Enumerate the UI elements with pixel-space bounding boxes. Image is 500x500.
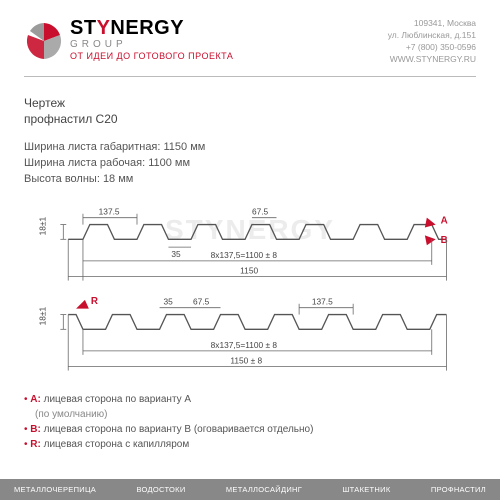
header: STYNERGY GROUP ОТ ИДЕИ ДО ГОТОВОГО ПРОЕК… — [24, 18, 476, 77]
footer-4: ШТАКЕТНИК — [342, 485, 390, 494]
contact-address2: ул. Люблинская, д.151 — [388, 30, 476, 42]
dim-sum-b: 8х137,5=1100 ± 8 — [211, 340, 278, 350]
tagline: ОТ ИДЕИ ДО ГОТОВОГО ПРОЕКТА — [70, 50, 233, 61]
legend-block: A: лицевая сторона по варианту А (по умо… — [24, 392, 476, 452]
brand-group: GROUP — [70, 38, 233, 50]
contact-site: WWW.STYNERGY.RU — [388, 54, 476, 66]
marker-r: R — [91, 296, 98, 307]
footer-1: МЕТАЛЛОЧЕРЕПИЦА — [14, 485, 96, 494]
title-block: Чертеж профнастил С20 — [24, 95, 476, 129]
legend-a: A: лицевая сторона по варианту А — [24, 392, 476, 407]
title-line-2: профнастил С20 — [24, 111, 476, 128]
dim-topw-b: 67.5 — [193, 297, 210, 307]
contact-block: 109341, Москва ул. Люблинская, д.151 +7 … — [388, 18, 476, 66]
diagram-top: 18±1 137.5 67.5 35 A B 8х137,5 — [24, 200, 476, 290]
marker-a: A — [441, 216, 448, 227]
footer-3: МЕТАЛЛОСАЙДИНГ — [226, 485, 302, 494]
footer-5: ПРОФНАСТИЛ — [431, 485, 486, 494]
title-line-1: Чертеж — [24, 95, 476, 112]
dim-botw-b: 35 — [164, 297, 174, 307]
specs-block: Ширина листа габаритная: 1150 мм Ширина … — [24, 140, 476, 188]
dim-botw-a: 35 — [171, 249, 181, 259]
legend-r: R: лицевая сторона с капилляром — [24, 437, 476, 452]
dim-sum-a: 8х137,5=1100 ± 8 — [211, 250, 278, 260]
logo-area: STYNERGY GROUP ОТ ИДЕИ ДО ГОТОВОГО ПРОЕК… — [24, 18, 233, 61]
dim-pitch-b: 137.5 — [312, 297, 333, 307]
dim-total-a: 1150 — [240, 266, 258, 276]
spec-2: Ширина листа рабочая: 1100 мм — [24, 156, 476, 172]
legend-a-sub: (по умолчанию) — [24, 407, 476, 422]
dim-total-b: 1150 ± 8 — [230, 356, 262, 366]
dim-height-a: 18±1 — [38, 216, 48, 235]
footer-2: ВОДОСТОКИ — [136, 485, 185, 494]
spec-1: Ширина листа габаритная: 1150 мм — [24, 140, 476, 156]
dim-topw-a: 67.5 — [252, 207, 269, 217]
brand-name: STYNERGY — [70, 18, 233, 38]
logo-icon — [24, 21, 64, 61]
dim-height-b: 18±1 — [38, 306, 48, 325]
contact-address1: 109341, Москва — [388, 18, 476, 30]
diagram-bottom: 18±1 R 35 67.5 137.5 8х137,5=1100 ± 8 — [24, 290, 476, 380]
footer-bar: МЕТАЛЛОЧЕРЕПИЦА ВОДОСТОКИ МЕТАЛЛОСАЙДИНГ… — [0, 479, 500, 500]
contact-phone: +7 (800) 350-0596 — [388, 42, 476, 54]
spec-3: Высота волны: 18 мм — [24, 172, 476, 188]
legend-b: B: лицевая сторона по варианту B (оговар… — [24, 422, 476, 437]
dim-pitch-a: 137.5 — [99, 207, 120, 217]
